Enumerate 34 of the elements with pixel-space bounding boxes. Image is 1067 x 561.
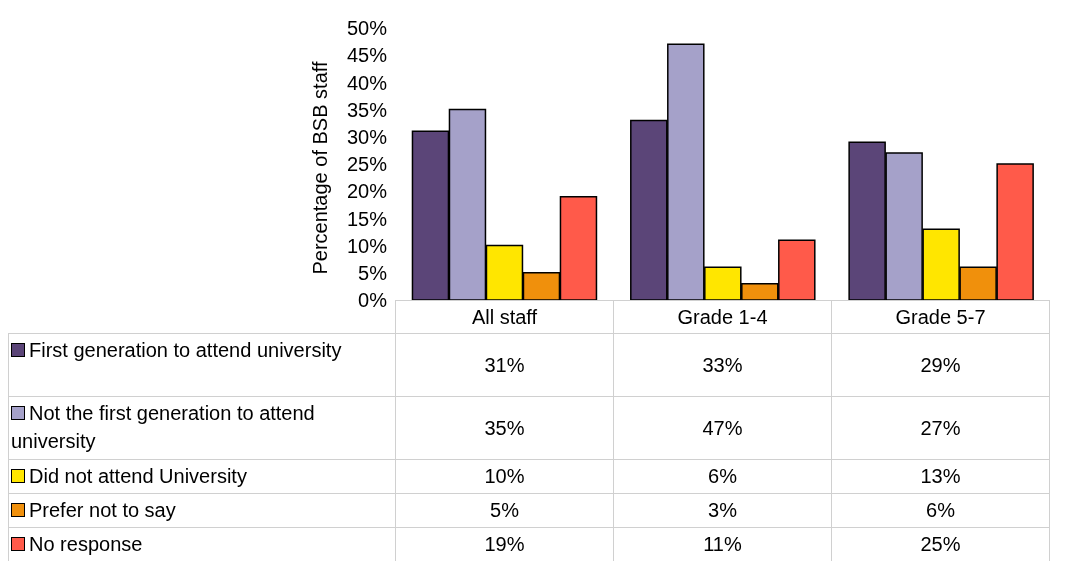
data-label: 6% [613, 459, 832, 494]
y-tick-label: 50% [346, 17, 388, 40]
y-tick-label: 15% [346, 207, 388, 230]
y-axis-title: Percentage of BSB staff [308, 61, 332, 275]
y-tick-label: 0% [358, 289, 388, 312]
x-tick-label: Grade 1-4 [613, 300, 832, 334]
y-tick-label: 30% [346, 125, 388, 148]
legend-label: Did not attend University [8, 459, 396, 494]
y-tick-label: 20% [346, 180, 388, 203]
data-label: 25% [831, 527, 1050, 561]
y-tick-label: 45% [346, 44, 388, 67]
x-tick-label: Grade 5-7 [831, 300, 1050, 334]
legend-label: No response [8, 527, 396, 561]
data-label: 11% [613, 527, 832, 561]
data-label: 3% [613, 493, 832, 528]
data-label: 27% [831, 396, 1050, 460]
legend-label: First generation to attend university [8, 333, 396, 397]
data-label: 6% [831, 493, 1050, 528]
y-tick-label: 25% [346, 153, 388, 176]
data-label: 5% [395, 493, 614, 528]
data-label: 29% [831, 333, 1050, 397]
data-label: 33% [613, 333, 832, 397]
data-label: 19% [395, 527, 614, 561]
data-label: 47% [613, 396, 832, 460]
data-label: 10% [395, 459, 614, 494]
y-tick-label: 10% [346, 234, 388, 257]
legend-label: Prefer not to say [8, 493, 396, 528]
y-tick-label: 35% [346, 98, 388, 121]
x-tick-label: All staff [395, 300, 614, 334]
data-label: 31% [395, 333, 614, 397]
legend-label: Not the first generation to attend university [8, 396, 396, 460]
y-tick-label: 40% [346, 71, 388, 94]
data-label: 13% [831, 459, 1050, 494]
y-tick-label: 5% [358, 261, 388, 284]
